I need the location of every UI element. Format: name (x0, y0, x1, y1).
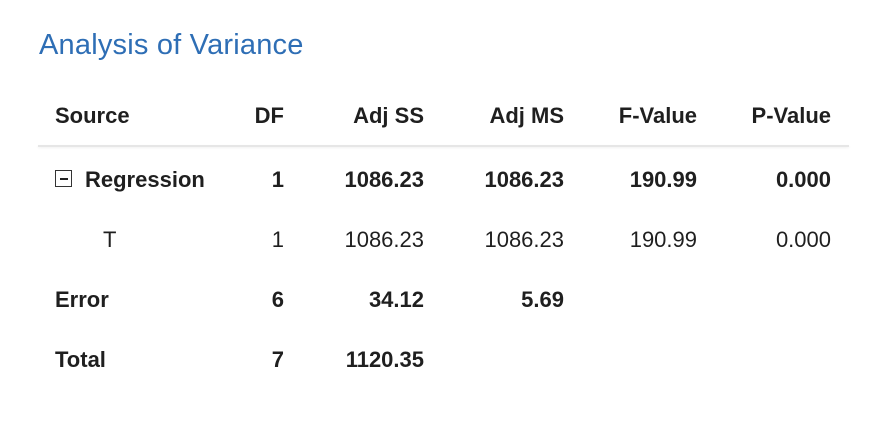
row-error-adj-ms: 5.69 (521, 287, 564, 312)
column-header-source: Source (55, 103, 130, 128)
column-header-df: DF (254, 103, 284, 128)
column-header-adj-ss: Adj SS (353, 103, 424, 128)
row-t-df: 1 (271, 227, 284, 252)
row-regression-f-value: 190.99 (629, 167, 697, 192)
row-total-adj-ss: 1120.35 (345, 347, 424, 372)
row-regression-p-value: 0.000 (775, 167, 831, 192)
row-source-error: Error (55, 287, 109, 312)
column-header-f-value: F-Value (618, 103, 697, 128)
page-title: Analysis of Variance (39, 29, 304, 61)
row-t-adj-ss: 1086.23 (344, 227, 424, 252)
column-header-adj-ms: Adj MS (489, 103, 564, 128)
row-source-regression: Regression (85, 167, 205, 192)
header-divider (38, 145, 849, 147)
column-header-p-value: P-Value (751, 103, 831, 128)
row-source-total: Total (55, 347, 106, 372)
row-t-f-value: 190.99 (629, 227, 697, 252)
row-error-df: 6 (271, 287, 284, 312)
row-total-df: 7 (271, 347, 284, 372)
row-regression-df: 1 (271, 167, 284, 192)
row-t-adj-ms: 1086.23 (484, 227, 564, 252)
row-t-p-value: 0.000 (775, 227, 831, 252)
row-regression-adj-ms: 1086.23 (484, 167, 564, 192)
row-source-t: T (103, 227, 117, 252)
row-regression-adj-ss: 1086.23 (344, 167, 424, 192)
minus-box-icon[interactable] (55, 170, 72, 187)
row-error-adj-ss: 34.12 (368, 287, 424, 312)
